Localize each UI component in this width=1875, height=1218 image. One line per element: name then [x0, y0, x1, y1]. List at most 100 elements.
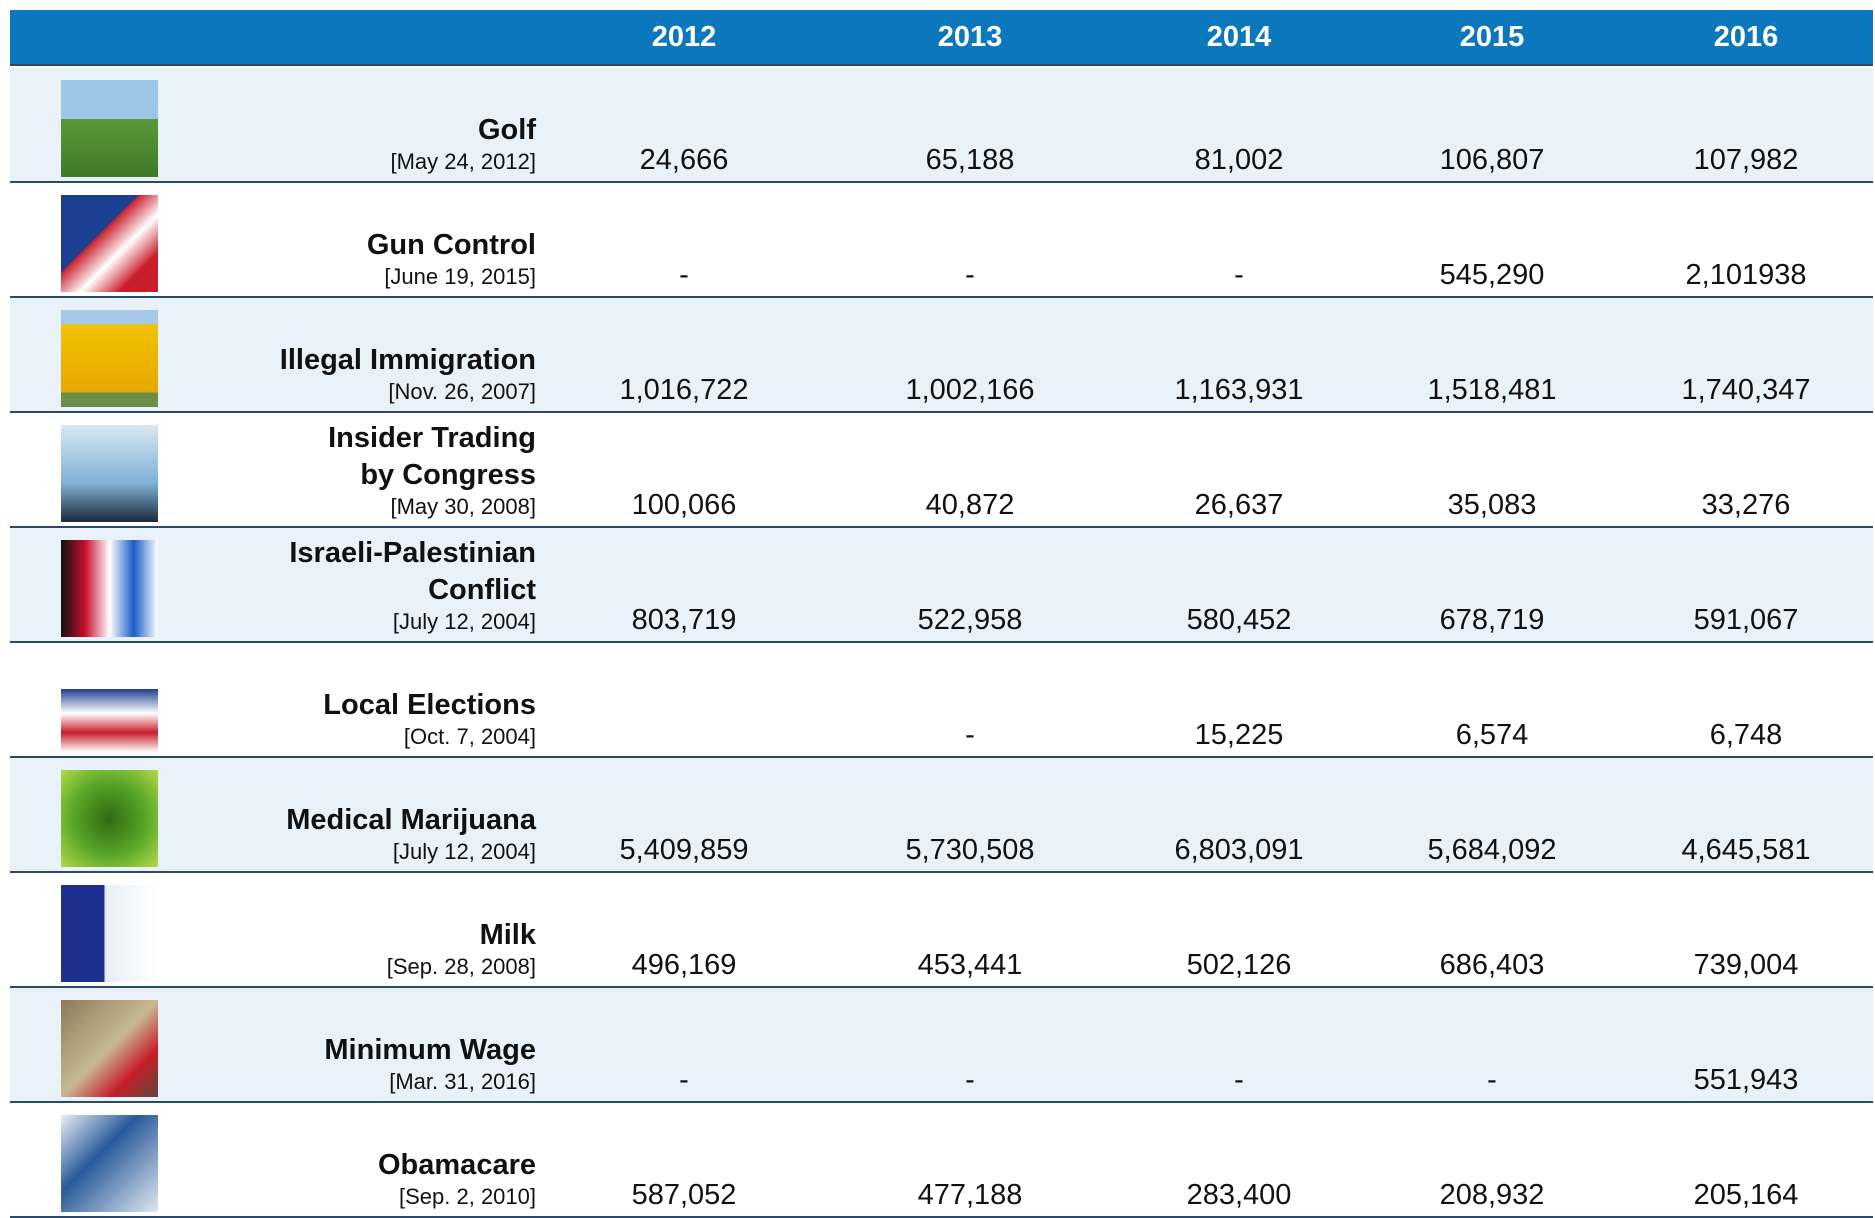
topic-name: Conflict [170, 572, 536, 609]
topic-name: Gun Control [170, 227, 536, 264]
topic-date: [Nov. 26, 2007] [170, 379, 536, 405]
value-cell: - [850, 258, 1090, 292]
value-cell: 107,982 [1626, 143, 1866, 177]
value-cell: 1,740,347 [1626, 373, 1866, 407]
value-cell: 587,052 [564, 1178, 804, 1212]
topic-name: Israeli-Palestinian [170, 535, 536, 572]
topic-date: [Sep. 28, 2008] [170, 954, 536, 980]
value-cell: 551,943 [1626, 1063, 1866, 1097]
value-cell: 208,932 [1372, 1178, 1612, 1212]
value-cell: - [850, 1063, 1090, 1097]
topic-name: by Congress [170, 457, 536, 494]
topic-icon [61, 80, 158, 177]
value-cell: 106,807 [1372, 143, 1612, 177]
table-row: Local Elections[Oct. 7, 2004] -15,225 6,57… [10, 643, 1873, 758]
value-cell: 5,730,508 [850, 833, 1090, 867]
value-cell: 6,748 [1626, 718, 1866, 752]
topic-cell: Medical Marijuana[July 12, 2004] [170, 802, 536, 865]
value-cell: - [1119, 258, 1359, 292]
topic-date: [July 12, 2004] [170, 609, 536, 635]
topic-date: [May 30, 2008] [170, 494, 536, 520]
value-cell: 522,958 [850, 603, 1090, 637]
value-cell: - [564, 1063, 804, 1097]
topic-icon [61, 540, 158, 637]
value-cell: 1,002,166 [850, 373, 1090, 407]
table-row: Minimum Wage[Mar. 31, 2016]----551,943 [10, 988, 1873, 1103]
value-cell: 283,400 [1119, 1178, 1359, 1212]
topic-date: [Oct. 7, 2004] [170, 724, 536, 750]
value-cell: 453,441 [850, 948, 1090, 982]
value-cell: 33,276 [1626, 488, 1866, 522]
value-cell: 545,290 [1372, 258, 1612, 292]
value-cell: 35,083 [1372, 488, 1612, 522]
topic-name: Golf [170, 112, 536, 149]
value-cell: - [850, 718, 1090, 752]
value-cell: 1,163,931 [1119, 373, 1359, 407]
topic-icon [61, 1115, 158, 1212]
topic-name: Medical Marijuana [170, 802, 536, 839]
year-header: 2013 [850, 10, 1090, 64]
value-cell: 205,164 [1626, 1178, 1866, 1212]
value-cell: 40,872 [850, 488, 1090, 522]
value-cell: 4,645,581 [1626, 833, 1866, 867]
value-cell: 5,684,092 [1372, 833, 1612, 867]
year-header: 2015 [1372, 10, 1612, 64]
value-cell: 591,067 [1626, 603, 1866, 637]
topic-icon [61, 425, 158, 522]
value-cell: 1,518,481 [1372, 373, 1612, 407]
value-cell: 678,719 [1372, 603, 1612, 637]
topic-date: [Sep. 2, 2010] [170, 1184, 536, 1210]
table-page: 20122013201420152016 Golf[May 24, 2012]2… [0, 0, 1875, 1217]
topic-icon [61, 195, 158, 292]
topic-name: Illegal Immigration [170, 342, 536, 379]
topic-date: [Mar. 31, 2016] [170, 1069, 536, 1095]
topic-cell: Local Elections[Oct. 7, 2004] [170, 687, 536, 750]
value-cell: 2,101938 [1626, 258, 1866, 292]
value-cell: 100,066 [564, 488, 804, 522]
topic-cell: Minimum Wage[Mar. 31, 2016] [170, 1032, 536, 1095]
topic-cell: Illegal Immigration[Nov. 26, 2007] [170, 342, 536, 405]
topic-name: Milk [170, 917, 536, 954]
topic-icon [61, 310, 158, 407]
value-cell: 5,409,859 [564, 833, 804, 867]
topic-name: Minimum Wage [170, 1032, 536, 1069]
year-header: 2012 [564, 10, 804, 64]
value-cell: 477,188 [850, 1178, 1090, 1212]
topic-icon [61, 770, 158, 867]
table-row: Milk[Sep. 28, 2008] 496,169 453,441 502,126… [10, 873, 1873, 988]
value-cell: 15,225 [1119, 718, 1359, 752]
topic-cell: Golf[May 24, 2012] [170, 112, 536, 175]
value-cell: 686,403 [1372, 948, 1612, 982]
topic-date: [May 24, 2012] [170, 149, 536, 175]
value-cell: 65,188 [850, 143, 1090, 177]
table-row: Medical Marijuana[July 12, 2004] 5,409,85… [10, 758, 1873, 873]
topic-cell: Gun Control[June 19, 2015] [170, 227, 536, 290]
value-cell: 26,637 [1119, 488, 1359, 522]
value-cell: 803,719 [564, 603, 804, 637]
topic-icon [61, 885, 158, 982]
table-row: Obamacare[Sep. 2, 2010] 587,052 477,188 283… [10, 1103, 1873, 1218]
value-cell: 6,574 [1372, 718, 1612, 752]
topic-name: Local Elections [170, 687, 536, 724]
topic-name: Insider Trading [170, 420, 536, 457]
year-header: 2014 [1119, 10, 1359, 64]
year-header: 2016 [1626, 10, 1866, 64]
topic-date: [June 19, 2015] [170, 264, 536, 290]
topic-icon [61, 655, 158, 752]
value-cell: 496,169 [564, 948, 804, 982]
value-cell: 1,016,722 [564, 373, 804, 407]
value-cell: - [1372, 1063, 1612, 1097]
value-cell: 6,803,091 [1119, 833, 1359, 867]
topic-cell: Obamacare[Sep. 2, 2010] [170, 1147, 536, 1210]
value-cell: - [564, 258, 804, 292]
table-row: Illegal Immigration[Nov. 26, 2007] 1,016,… [10, 298, 1873, 413]
topic-icon [61, 1000, 158, 1097]
value-cell: 580,452 [1119, 603, 1359, 637]
value-cell: 502,126 [1119, 948, 1359, 982]
